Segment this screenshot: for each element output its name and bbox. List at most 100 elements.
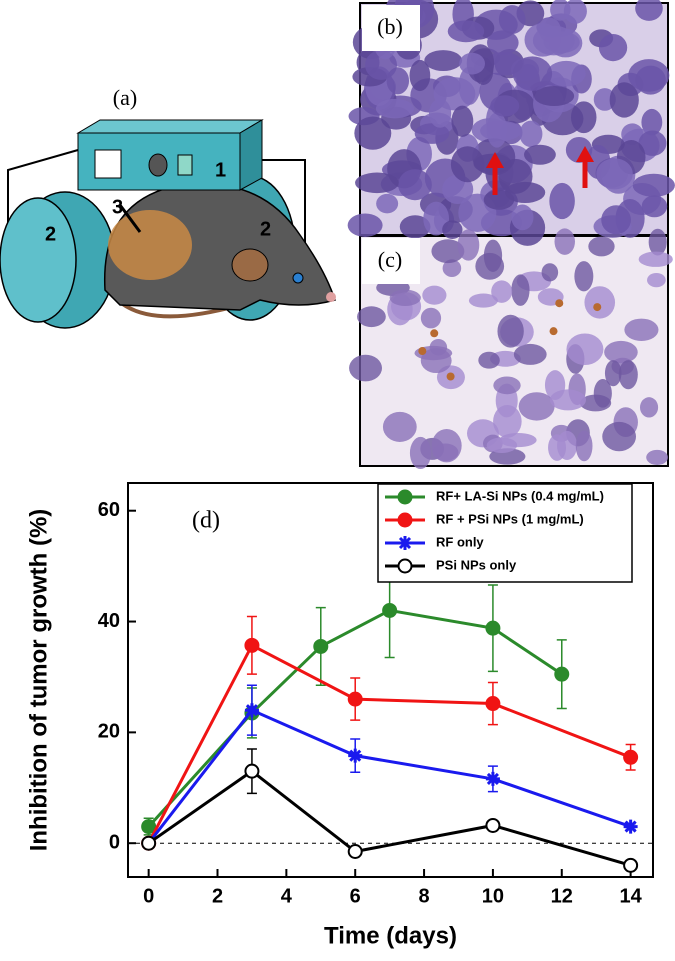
marker bbox=[347, 844, 363, 860]
cell bbox=[375, 98, 415, 119]
cell bbox=[541, 263, 559, 282]
cell bbox=[347, 213, 383, 237]
cell bbox=[546, 60, 586, 87]
cell bbox=[357, 306, 386, 328]
marker bbox=[141, 835, 157, 851]
cell bbox=[632, 173, 675, 197]
cell bbox=[428, 98, 452, 128]
cell bbox=[493, 376, 521, 395]
cell bbox=[457, 229, 480, 261]
marker bbox=[244, 763, 260, 779]
cell bbox=[483, 239, 503, 272]
legend-label: PSi NPs only bbox=[436, 557, 517, 572]
cell bbox=[414, 123, 450, 144]
cell bbox=[519, 120, 543, 148]
chart: 0 20 40 60 0 2 4 6 8 10 12 14 Time (days) Inhibition … bbox=[25, 482, 654, 949]
cell bbox=[647, 272, 666, 288]
marker bbox=[485, 620, 501, 636]
marker bbox=[485, 817, 501, 833]
marker bbox=[244, 637, 260, 653]
panel-label: (b) bbox=[377, 14, 403, 39]
cell bbox=[628, 59, 670, 92]
x-tick-label: 6 bbox=[350, 885, 361, 907]
cell bbox=[648, 228, 667, 256]
marker bbox=[313, 638, 329, 654]
cell bbox=[635, 0, 663, 21]
cell bbox=[549, 327, 558, 336]
marker bbox=[397, 512, 413, 528]
legend-label: RF+ LA-Si NPs (0.4 mg/mL) bbox=[436, 488, 604, 503]
cell bbox=[638, 130, 667, 156]
x-tick-label: 2 bbox=[212, 885, 223, 907]
legend-label: RF only bbox=[436, 534, 484, 549]
cell bbox=[468, 293, 498, 308]
cell bbox=[511, 274, 530, 306]
device-illustration bbox=[0, 119, 336, 329]
cell bbox=[566, 333, 604, 366]
cell bbox=[601, 205, 631, 235]
cell bbox=[641, 195, 668, 218]
cell bbox=[584, 286, 616, 319]
cell bbox=[432, 443, 459, 462]
cell bbox=[420, 307, 442, 329]
cell bbox=[641, 108, 663, 136]
cell bbox=[478, 351, 500, 369]
plot-frame bbox=[127, 482, 654, 878]
cell bbox=[549, 182, 575, 220]
cell bbox=[382, 411, 417, 442]
marker bbox=[623, 749, 639, 765]
cell bbox=[570, 101, 597, 134]
marker bbox=[244, 703, 259, 718]
cell bbox=[524, 144, 556, 165]
cell bbox=[447, 20, 485, 43]
marker bbox=[485, 696, 501, 712]
cell bbox=[493, 405, 522, 438]
cell bbox=[604, 360, 622, 387]
marker bbox=[347, 691, 363, 707]
cell bbox=[451, 105, 474, 137]
arrows bbox=[486, 146, 594, 195]
device-label: 2 bbox=[260, 218, 271, 240]
y-tick-label: 40 bbox=[98, 610, 120, 632]
cell bbox=[624, 318, 659, 342]
cell bbox=[442, 259, 462, 277]
marker bbox=[397, 558, 413, 574]
cell bbox=[646, 449, 669, 465]
cell bbox=[518, 392, 555, 421]
label-bg bbox=[362, 238, 420, 284]
cell bbox=[598, 34, 628, 62]
cell bbox=[376, 193, 399, 214]
cell bbox=[486, 437, 518, 453]
cell bbox=[483, 189, 515, 210]
marker bbox=[485, 771, 500, 786]
annotation: (d) bbox=[192, 508, 220, 534]
cell bbox=[497, 314, 524, 348]
cell bbox=[511, 204, 534, 231]
cell bbox=[639, 397, 659, 418]
cell bbox=[548, 434, 567, 461]
y-axis-label: Inhibition of tumor growth (%) bbox=[25, 509, 52, 852]
cell bbox=[424, 50, 463, 71]
cell bbox=[418, 347, 427, 356]
cell bbox=[459, 52, 485, 75]
cell bbox=[450, 146, 485, 183]
cell bbox=[563, 0, 587, 24]
cell bbox=[532, 25, 575, 56]
cell bbox=[389, 289, 421, 306]
marker bbox=[623, 857, 639, 873]
cell bbox=[398, 169, 432, 201]
y-tick-label: 60 bbox=[98, 499, 120, 521]
cell bbox=[512, 56, 553, 91]
y-tick-label: 0 bbox=[109, 831, 120, 853]
cell bbox=[596, 158, 633, 190]
marker bbox=[382, 602, 398, 618]
cell bbox=[491, 280, 513, 303]
cell bbox=[618, 360, 638, 390]
marker bbox=[398, 536, 412, 550]
cell bbox=[593, 303, 602, 312]
x-tick-label: 10 bbox=[482, 885, 504, 907]
cell bbox=[549, 389, 587, 411]
marker bbox=[397, 489, 413, 505]
cell bbox=[422, 285, 447, 305]
cell bbox=[588, 236, 615, 257]
